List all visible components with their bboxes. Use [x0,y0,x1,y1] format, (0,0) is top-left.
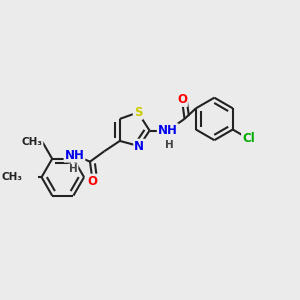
Text: N: N [134,140,144,153]
Text: O: O [177,93,187,106]
Text: Cl: Cl [242,132,255,145]
Text: CH₃: CH₃ [22,137,43,147]
Text: NH: NH [64,149,84,162]
Text: H: H [69,164,77,174]
Text: O: O [88,175,98,188]
Text: NH: NH [158,124,178,137]
Text: H: H [165,140,173,150]
Text: S: S [134,106,142,119]
Text: CH₃: CH₃ [1,172,22,182]
